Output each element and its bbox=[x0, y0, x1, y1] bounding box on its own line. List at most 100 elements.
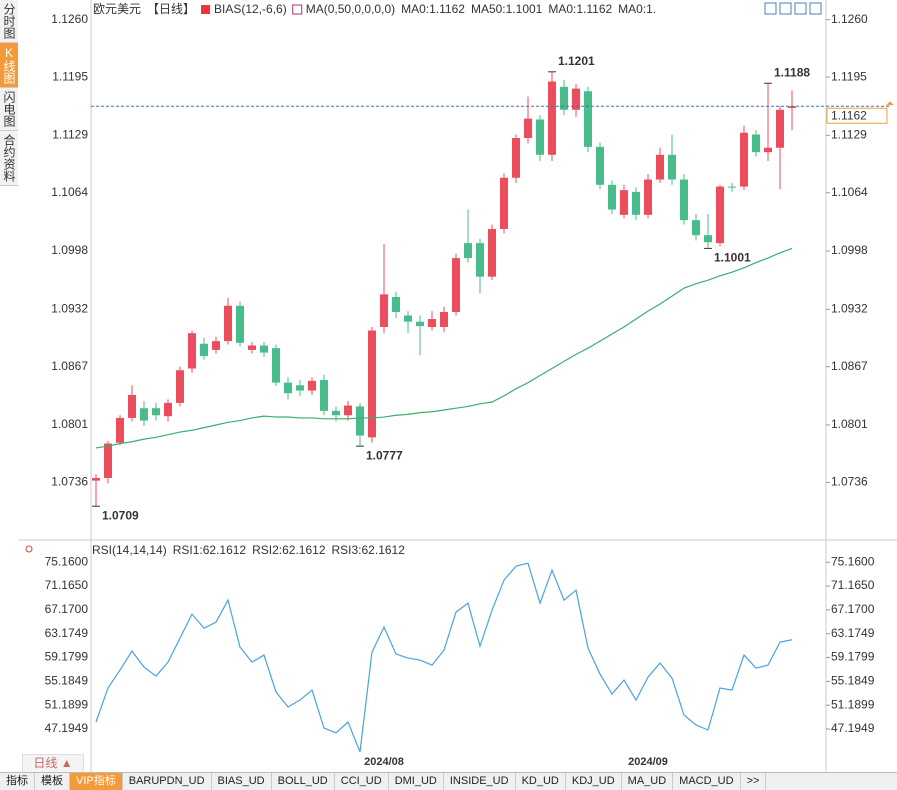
side-tab[interactable]: 闪电图 bbox=[0, 88, 18, 131]
tab[interactable]: 指标 bbox=[0, 773, 35, 790]
x-tick-label: 2024/08 bbox=[364, 756, 404, 768]
candle-body bbox=[104, 443, 112, 478]
y-tick-label: 67.1700 bbox=[45, 602, 89, 616]
legend-entry: MA50:1.1001 bbox=[471, 2, 543, 16]
y-tick-label: 55.1849 bbox=[831, 674, 875, 688]
tab[interactable]: MACD_UD bbox=[673, 773, 741, 790]
candle-body bbox=[308, 380, 316, 391]
candle-body bbox=[632, 191, 640, 215]
candle-body bbox=[608, 184, 616, 210]
series-line bbox=[95, 562, 793, 753]
indicator-icon bbox=[201, 5, 211, 14]
candle-body bbox=[764, 147, 772, 153]
annotation: 1.1188 bbox=[774, 65, 810, 79]
annotation: 1.0777 bbox=[366, 448, 403, 462]
tab[interactable]: DMI_UD bbox=[389, 773, 444, 790]
rsi-icon bbox=[25, 545, 33, 553]
y-tick-label: 1.0932 bbox=[51, 301, 88, 315]
candle-body bbox=[740, 132, 748, 187]
tab[interactable]: 模板 bbox=[35, 773, 70, 790]
candle-body bbox=[200, 343, 208, 357]
y-tick-label: 1.1064 bbox=[51, 185, 88, 199]
y-tick-label: 1.0998 bbox=[831, 243, 868, 257]
candle-body bbox=[332, 410, 340, 416]
candle-body bbox=[344, 405, 352, 416]
legend-entry: RSI3:62.1612 bbox=[332, 543, 406, 557]
tab[interactable]: CCI_UD bbox=[335, 773, 389, 790]
y-tick-label: 1.0867 bbox=[51, 359, 88, 373]
y-tick-label: 67.1700 bbox=[831, 602, 875, 616]
candle-body bbox=[680, 179, 688, 221]
period-button[interactable]: 日线 ▲ bbox=[22, 754, 84, 773]
y-tick-label: 71.1650 bbox=[831, 578, 875, 592]
y-tick-label: 1.0998 bbox=[51, 243, 88, 257]
candle-body bbox=[476, 243, 484, 277]
candle-body bbox=[692, 220, 700, 236]
candle-body bbox=[320, 379, 328, 411]
tab[interactable]: MA_UD bbox=[622, 773, 674, 790]
candle-body bbox=[356, 406, 364, 436]
candle-body bbox=[212, 341, 220, 350]
candle-body bbox=[668, 154, 676, 180]
candle-body bbox=[572, 88, 580, 110]
candle-body bbox=[536, 119, 544, 155]
indicator-icon bbox=[292, 4, 303, 15]
candle-body bbox=[428, 319, 436, 327]
tab[interactable]: KD_UD bbox=[516, 773, 566, 790]
side-tab[interactable]: 合约资料 bbox=[0, 131, 18, 186]
side-tab[interactable]: K线图 bbox=[0, 43, 18, 88]
y-tick-label: 1.0801 bbox=[51, 417, 88, 431]
series-line bbox=[95, 247, 793, 449]
y-tick-label: 1.0932 bbox=[831, 301, 868, 315]
candle-body bbox=[284, 382, 292, 394]
candle-body bbox=[560, 86, 568, 110]
legend-entry: MA0:1.1162 bbox=[548, 2, 612, 16]
tab-bar: 指标 模板 VIP指标 BARUPDN_UD BIAS_UD BOLL_UD CCI_UD D… bbox=[0, 772, 897, 790]
chart-title: RSI(14,14,14) bbox=[92, 543, 167, 557]
candle-body bbox=[260, 345, 268, 353]
candle-body bbox=[716, 186, 724, 244]
y-tick-label: 75.1600 bbox=[45, 554, 89, 568]
candle-body bbox=[452, 258, 460, 312]
y-tick-label: 47.1949 bbox=[45, 721, 89, 735]
candle-body bbox=[368, 330, 376, 438]
candle-body bbox=[128, 394, 136, 418]
y-tick-label: 75.1600 bbox=[831, 554, 875, 568]
candle-body bbox=[152, 408, 160, 416]
price-arrow bbox=[886, 101, 894, 106]
x-tick-label: 2024/09 bbox=[628, 756, 668, 768]
candle-body bbox=[656, 154, 664, 180]
candle-body bbox=[548, 81, 556, 155]
candle-body bbox=[776, 109, 784, 148]
candle-body bbox=[620, 190, 628, 215]
candle-body bbox=[596, 146, 604, 185]
tab[interactable]: VIP指标 bbox=[70, 773, 123, 790]
annotation: 1.1001 bbox=[714, 251, 751, 265]
candle-body bbox=[176, 370, 184, 403]
legend-entry: RSI1:62.1612 bbox=[173, 543, 247, 557]
tab[interactable]: KDJ_UD bbox=[566, 773, 622, 790]
y-tick-label: 1.1129 bbox=[52, 128, 88, 142]
tab[interactable]: INSIDE_UD bbox=[444, 773, 516, 790]
y-tick-label: 1.1129 bbox=[831, 128, 867, 142]
y-tick-label: 63.1749 bbox=[45, 626, 89, 640]
side-tab[interactable]: 分时图 bbox=[0, 0, 18, 43]
tab[interactable]: BOLL_UD bbox=[272, 773, 335, 790]
tab[interactable]: BARUPDN_UD bbox=[123, 773, 212, 790]
annotation: 1.0709 bbox=[102, 508, 139, 522]
candle-body bbox=[116, 417, 124, 443]
candle-body bbox=[488, 228, 496, 277]
y-tick-label: 1.0736 bbox=[51, 475, 88, 489]
annotation: 1.1201 bbox=[558, 54, 595, 68]
candle-body bbox=[296, 385, 304, 391]
candle-body bbox=[704, 235, 712, 243]
price-tag-label: 1.1162 bbox=[831, 108, 867, 122]
candle-body bbox=[728, 186, 736, 188]
y-tick-label: 1.1195 bbox=[52, 69, 88, 83]
chart-title: 欧元美元 bbox=[93, 2, 141, 16]
indicator-label: MA(0,50,0,0,0,0) bbox=[306, 2, 395, 16]
candle-body bbox=[392, 296, 400, 312]
tab[interactable]: >> bbox=[741, 773, 767, 790]
tab[interactable]: BIAS_UD bbox=[212, 773, 272, 790]
